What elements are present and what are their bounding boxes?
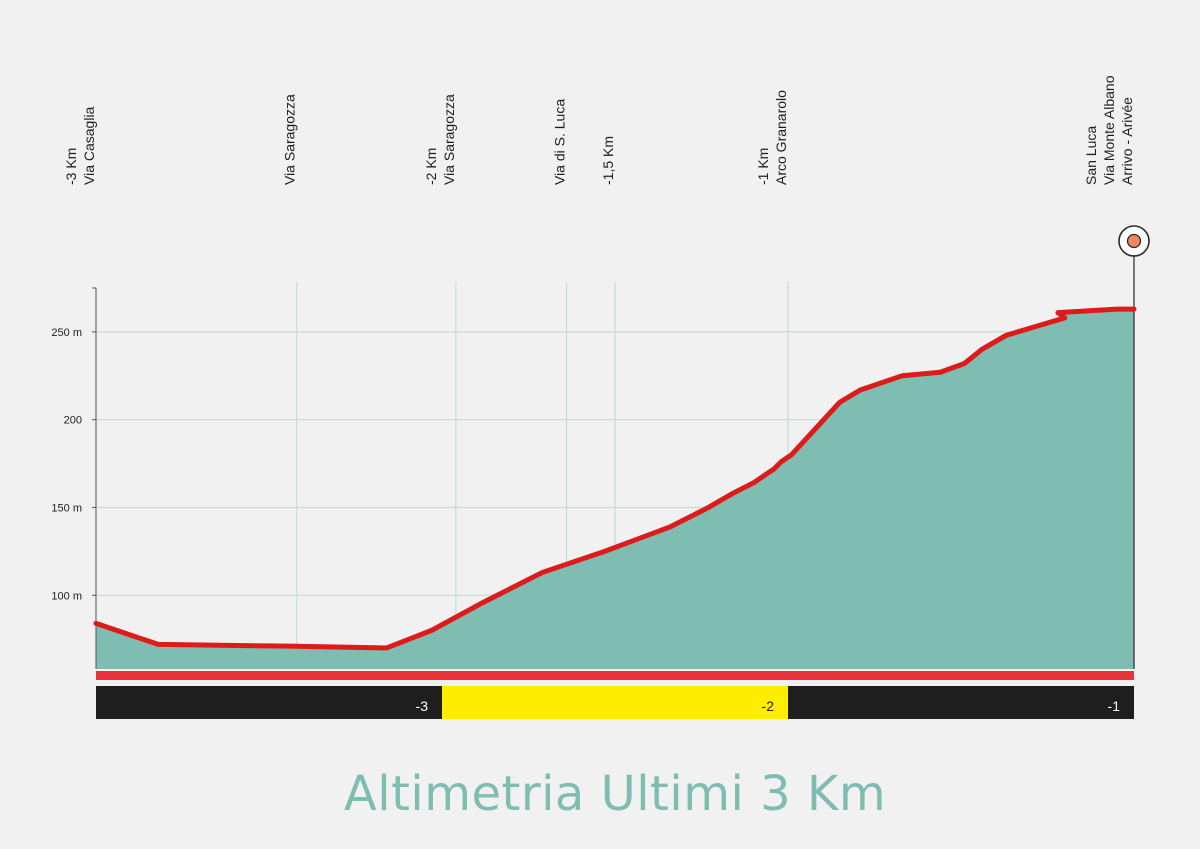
waypoint-label: -3 Km [63, 148, 79, 185]
km-segment [442, 686, 788, 719]
waypoint-label: Via Saragozza [441, 94, 457, 185]
waypoint-label: Via Monte Albano [1101, 75, 1117, 185]
y-tick-label: 200 [64, 415, 82, 427]
y-tick-label: 250 m [51, 327, 82, 339]
km-segment [788, 686, 1134, 719]
elevation-area [96, 309, 1134, 669]
y-tick-label: 150 m [51, 502, 82, 514]
elevation-profile-line [93, 306, 1137, 651]
waypoint-label: Via Saragozza [282, 94, 298, 185]
waypoint-label: Via Casaglia [81, 106, 97, 185]
waypoint-label: -1,5 Km [600, 136, 616, 185]
waypoint-label: -2 Km [423, 148, 439, 185]
waypoint-label: San Luca [1083, 126, 1099, 185]
base-band [96, 671, 1134, 680]
km-segment [96, 686, 442, 719]
waypoint-label: Via di S. Luca [552, 99, 568, 185]
finish-marker-dot [1126, 233, 1142, 249]
waypoint-label: -1 Km [755, 148, 771, 185]
waypoint-label: Arrivo - Arivée [1119, 97, 1135, 185]
waypoint-label: Arco Granarolo [773, 90, 789, 185]
km-segment-label: -1 [1108, 698, 1121, 714]
chart-title: Altimetria Ultimi 3 Km [343, 766, 887, 822]
altimetry-chart-svg: 100 m 150 m 200 250 m -3 -2 -1 -3 Km Via Casagli… [51, 75, 1150, 719]
y-tick-label: 100 m [51, 590, 82, 602]
km-segment-label: -2 [762, 698, 775, 714]
km-segment-label: -3 [416, 698, 429, 714]
